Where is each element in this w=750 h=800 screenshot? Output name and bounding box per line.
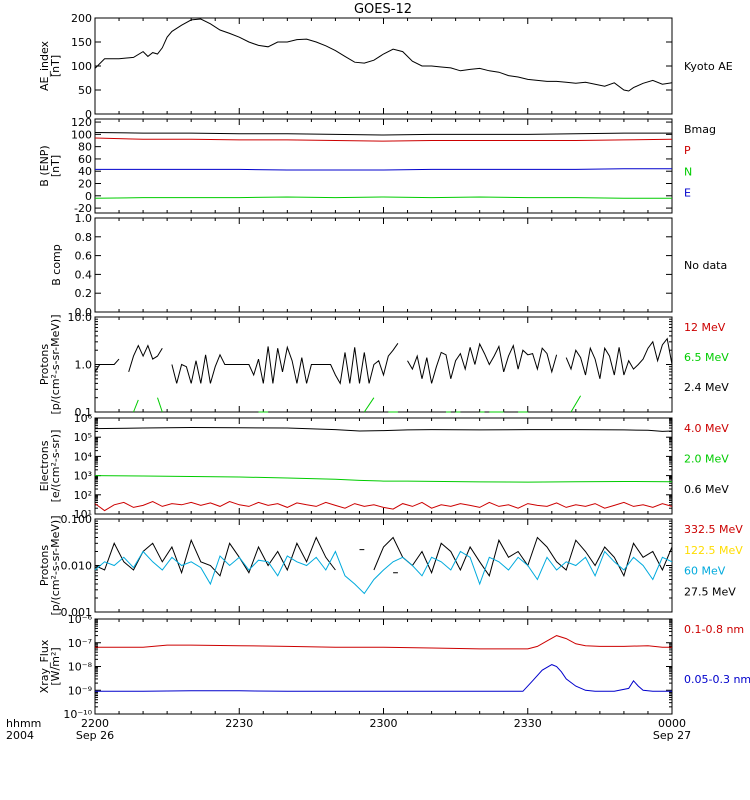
y-tick-label: 0.8 — [75, 231, 93, 244]
legend-entry: 0.1-0.8 nm — [684, 623, 744, 636]
series-line-0-1-0-8-nm — [95, 635, 672, 650]
y-tick-label: 0.6 — [75, 250, 93, 263]
panel-frame — [94, 417, 673, 515]
y-axis-label: B comp — [50, 244, 63, 286]
y-axis-label: AE_index[nT] — [38, 40, 62, 91]
time-axis-row1-label: hhmm — [6, 717, 41, 730]
y-tick-label: 10¹ — [74, 508, 92, 521]
y-tick-label: 0.0 — [75, 306, 93, 319]
legend-entry: 332.5 MeV — [684, 523, 743, 536]
y-axis-label: Protons[p/(cm²-s-sr-MeV)] — [38, 315, 62, 415]
series-line-2-4-mev — [94, 337, 673, 385]
panel-5: 0.001 0.010 0.100Protons[p/(cm²-s-sr-MeV)]… — [38, 513, 743, 619]
y-tick-label: 10⁵ — [74, 431, 92, 444]
series-line-bmag — [94, 132, 672, 136]
y-tick-label: -20 — [74, 202, 92, 215]
y-tick-label: 10⁻⁶ — [68, 613, 93, 626]
legend-entry: 6.5 MeV — [684, 351, 729, 364]
series-line-332-5-mev — [359, 549, 398, 574]
panel-2: 0.0 0.2 0.4 0.6 0.8 1.0 B comp No data — [50, 212, 727, 319]
legend-entry: 27.5 MeV — [684, 586, 736, 599]
y-axis-label: Xray_Flux[W/m²] — [38, 639, 62, 693]
y-tick-label: 10² — [74, 489, 92, 502]
legend-entry: N — [684, 165, 692, 178]
y-tick-label: 10⁻⁸ — [68, 661, 93, 674]
y-tick-label: 10⁻⁹ — [68, 684, 92, 697]
x-tick-label: 2200 — [81, 717, 109, 730]
y-axis-label: Electrons[e/(cm²-s-sr)] — [38, 430, 62, 503]
series-line-0-05-0-3-nm — [95, 664, 672, 692]
panel-0: 0 50 100 150 200 AE_index[nT] Kyoto AE — [38, 12, 733, 121]
legend-entry: 4.0 MeV — [684, 422, 729, 435]
series-line-0-6-mev — [94, 426, 673, 432]
y-tick-label: 100 — [71, 128, 92, 141]
legend-entry: 122.5 MeV — [684, 544, 743, 557]
legend-entry: 0.05-0.3 nm — [684, 673, 750, 686]
time-axis-row2-label: 2004 — [6, 729, 34, 742]
legend-entry: No data — [684, 259, 727, 272]
series-line-e — [95, 168, 672, 171]
y-tick-label: 1.0 — [75, 212, 93, 225]
legend-entry: Kyoto AE — [684, 60, 733, 73]
series-line-p — [94, 137, 673, 142]
y-tick-label: 10⁻⁷ — [68, 637, 92, 650]
x-tick-sublabel: Sep 27 — [653, 729, 691, 742]
panel-6: 10⁻¹⁰ 10⁻⁹ 10⁻⁸ 10⁻⁷ 10⁻⁶ Xray_Flux[W/m²] 0.1-… — [38, 613, 750, 721]
y-tick-label: 10⁴ — [74, 450, 93, 463]
y-tick-label: 50 — [78, 84, 92, 97]
panel-frame — [94, 618, 673, 715]
x-tick-label: 0000 — [658, 717, 686, 730]
y-axis-label: Protons[p/(cm²-s-sr-MeV)] — [38, 516, 62, 616]
y-tick-label: 0.100 — [61, 513, 93, 526]
legend-entry: Bmag — [684, 123, 716, 136]
y-tick-label: 0.4 — [75, 268, 93, 281]
series-line-n — [94, 196, 672, 199]
series-line-4-0-mev — [94, 500, 673, 512]
y-tick-label: 100 — [71, 60, 92, 73]
y-tick-label: 10³ — [74, 470, 92, 483]
y-tick-label: 10.0 — [68, 311, 93, 324]
legend-entry: 60 MeV — [684, 565, 726, 578]
y-tick-label: 10⁶ — [74, 412, 93, 425]
x-tick-label: 2300 — [370, 717, 398, 730]
legend-entry: 2.0 MeV — [684, 452, 729, 465]
y-tick-label: 0.001 — [61, 606, 93, 619]
y-tick-label: 0.010 — [61, 560, 93, 573]
legend-entry: P — [684, 144, 691, 157]
y-tick-label: 20 — [78, 178, 92, 191]
series-line-2-0-mev — [94, 475, 673, 483]
y-tick-label: 40 — [78, 165, 92, 178]
legend-entry: 12 MeV — [684, 321, 726, 334]
x-tick-label: 2330 — [514, 717, 542, 730]
y-tick-label: 0 — [85, 190, 92, 203]
series-line-6-5-mev — [133, 395, 582, 413]
y-tick-label: 1.0 — [75, 359, 93, 372]
panel-4: 10¹ 10² 10³ 10⁴ 10⁵ 10⁶ Electrons[e/(cm²-s-sr)… — [38, 412, 729, 521]
y-tick-label: 0.2 — [75, 287, 93, 300]
legend-entry: E — [684, 186, 691, 199]
y-tick-label: 120 — [71, 116, 92, 129]
x-tick-sublabel: Sep 26 — [76, 729, 114, 742]
y-tick-label: 150 — [71, 36, 92, 49]
y-tick-label: 0.1 — [75, 406, 93, 419]
panel-frame — [94, 217, 673, 313]
y-tick-label: 10⁻¹⁰ — [63, 708, 92, 721]
panel-frame — [94, 17, 673, 115]
chart-title: GOES-12 — [354, 2, 412, 17]
y-tick-label: 0 — [85, 108, 92, 121]
y-tick-label: 200 — [71, 12, 92, 25]
legend-entry: 0.6 MeV — [684, 483, 729, 496]
x-tick-label: 2230 — [225, 717, 253, 730]
y-tick-label: 60 — [78, 153, 92, 166]
series-line-60-mev — [94, 550, 673, 595]
y-axis-label: B (ENP)[nT] — [38, 145, 62, 186]
legend-entry: 2.4 MeV — [684, 381, 729, 394]
y-tick-label: 80 — [78, 141, 92, 154]
series-line-0 — [94, 18, 673, 92]
panel-3: 0.1 1.0 10.0 Protons[p/(cm²-s-sr-MeV)] 12 Me… — [38, 311, 729, 419]
